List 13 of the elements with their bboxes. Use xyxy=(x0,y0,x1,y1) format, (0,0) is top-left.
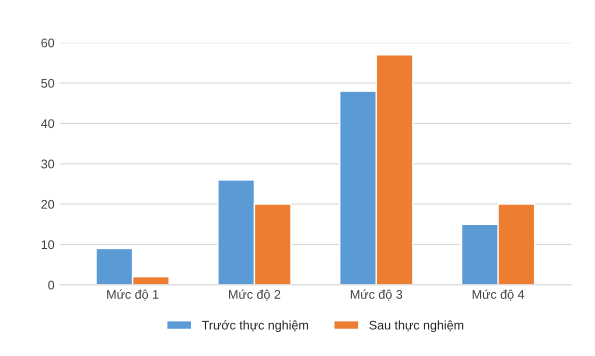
legend-label: Sau thực nghiệm xyxy=(369,320,464,332)
x-tick-label: Mức độ 3 xyxy=(350,290,402,301)
y-tick-label: 0 xyxy=(48,280,54,290)
y-tick-label: 60 xyxy=(41,38,54,48)
y-tick-label: 50 xyxy=(41,78,54,88)
x-tick-label: Mức độ 4 xyxy=(472,290,524,301)
y-tick-label: 40 xyxy=(41,119,54,128)
y-tick-label: 30 xyxy=(41,160,54,168)
x-tick-label: Mức độ 2 xyxy=(229,290,280,301)
y-tick-label: 10 xyxy=(42,240,54,250)
legend-label: Trước thực nghiệm xyxy=(202,320,308,332)
y-tick-label: 20 xyxy=(41,200,54,209)
x-tick-label: Mức độ 1 xyxy=(107,290,158,301)
